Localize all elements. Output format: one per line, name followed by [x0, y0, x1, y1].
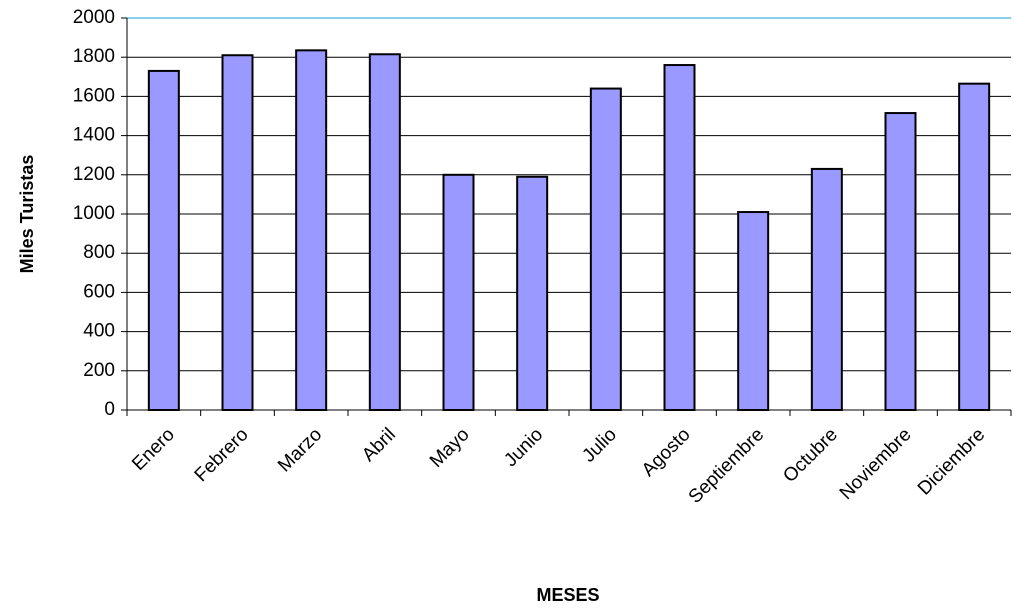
y-tick-label: 0: [104, 399, 115, 420]
x-tick-label: Octubre: [779, 424, 842, 487]
x-tick-label: Mayo: [426, 424, 474, 472]
y-tick-label: 1400: [73, 125, 115, 146]
x-tick-label: Noviembre: [836, 424, 916, 504]
y-tick-label: 1800: [73, 46, 115, 67]
x-tick-label: Abril: [358, 424, 400, 466]
gridlines: [127, 56, 1011, 372]
bar-mayo: [442, 173, 475, 411]
y-tick-label: 600: [83, 281, 115, 302]
y-tick-label: 800: [83, 242, 115, 263]
bar-septiembre: [737, 211, 770, 411]
x-tick-label: Julio: [578, 424, 620, 466]
y-tick-label: 2000: [73, 7, 115, 28]
y-tick-label: 1200: [73, 164, 115, 185]
x-tick-label: Febrero: [191, 424, 253, 486]
x-tick-label: Diciembre: [914, 424, 989, 499]
y-axis-title: Miles Turistas: [17, 155, 37, 274]
bar-octubre: [810, 167, 843, 411]
y-tick-label: 200: [83, 360, 115, 381]
y-tick-label: 1000: [73, 203, 115, 224]
x-axis-title: MESES: [536, 585, 599, 605]
x-tick-label: Septiembre: [685, 424, 769, 508]
y-tick-label: 400: [83, 321, 115, 342]
bar-febrero: [221, 54, 254, 412]
x-tick-label: Enero: [128, 424, 179, 475]
bar-agosto: [663, 64, 696, 411]
bar-abril: [368, 53, 401, 411]
bar-junio: [516, 175, 549, 411]
y-tick-label: 1600: [73, 85, 115, 106]
bar-noviembre: [884, 112, 917, 411]
bar-diciembre: [958, 82, 991, 411]
x-tick-label: Marzo: [274, 424, 326, 476]
x-tick-label: Agosto: [638, 424, 695, 481]
bar-julio: [589, 87, 622, 411]
bars: [147, 49, 991, 412]
bar-enero: [147, 69, 180, 411]
x-tick-label: Junio: [500, 424, 547, 471]
axes: [121, 17, 1012, 416]
bar-marzo: [295, 49, 328, 412]
